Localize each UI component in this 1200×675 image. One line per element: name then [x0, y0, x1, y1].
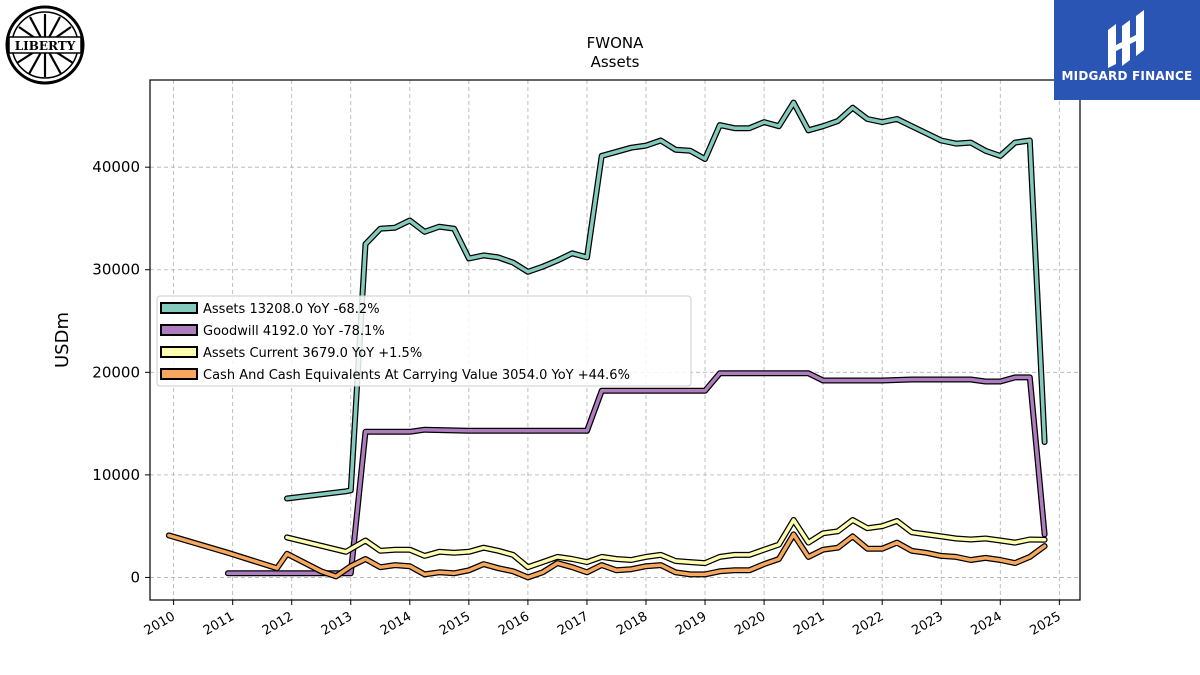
legend-item[interactable]: Assets 13208.0 YoY -68.2% — [160, 302, 380, 317]
x-tick-label: 2016 — [496, 609, 532, 639]
x-tick-label: 2011 — [201, 609, 237, 639]
series-lines — [165, 99, 1048, 581]
y-tick-label: 10000 — [92, 466, 140, 484]
x-tick-label: 2014 — [378, 609, 414, 639]
chart-title: FWONA — [587, 34, 644, 52]
midgard-finance-logo: MIDGARD FINANCE — [1054, 0, 1200, 100]
x-tick-label: 2019 — [673, 609, 709, 639]
x-tick-label: 2022 — [850, 609, 886, 639]
y-tick-label: 0 — [130, 568, 140, 586]
series-cash-and-cash-equivalents-at-carrying-value — [165, 531, 1048, 581]
series-assets — [284, 99, 1048, 502]
legend-swatch — [160, 368, 198, 380]
legend-box — [156, 295, 692, 387]
legend-label: Assets Current 3679.0 YoY +1.5% — [203, 346, 422, 361]
x-tick-label: 2024 — [968, 609, 1004, 639]
x-tick-label: 2018 — [614, 609, 650, 639]
plot-frame — [149, 79, 1081, 601]
y-tick-label: 40000 — [92, 158, 140, 176]
legend-item[interactable]: Cash And Cash Equivalents At Carrying Va… — [160, 368, 630, 383]
series-line-goodwill — [226, 371, 1047, 576]
series-line-assets — [285, 100, 1047, 501]
legend-swatch — [160, 324, 198, 336]
series-assets-current — [284, 517, 1048, 571]
legend-item[interactable]: Goodwill 4192.0 YoY -78.1% — [160, 324, 385, 339]
x-tick-label: 2025 — [1028, 609, 1064, 639]
legend-label: Assets 13208.0 YoY -68.2% — [203, 302, 380, 317]
liberty-logo-text: LIBERTY — [15, 39, 76, 53]
series-outline-assets-current — [284, 517, 1048, 571]
legend-label: Cash And Cash Equivalents At Carrying Va… — [203, 368, 630, 383]
chart-subtitle: Assets — [591, 53, 640, 71]
legend-swatch — [160, 346, 198, 358]
x-tick-label: 2020 — [732, 609, 768, 639]
series-line-assets-current — [285, 518, 1047, 569]
x-tick-label: 2015 — [437, 609, 473, 639]
x-tick-label: 2023 — [909, 609, 945, 639]
legend-label: Goodwill 4192.0 YoY -78.1% — [203, 324, 385, 339]
legend-swatch — [160, 302, 198, 314]
liberty-logo: LIBERTY — [5, 5, 85, 85]
midgard-mark-icon — [1108, 10, 1144, 68]
y-axis-label: USDm — [52, 312, 73, 368]
series-line-cash-and-cash-equivalents-at-carrying-value — [167, 532, 1047, 580]
y-tick-label: 30000 — [92, 261, 140, 279]
x-tick-label: 2013 — [319, 609, 355, 639]
legend[interactable]: Assets 13208.0 YoY -68.2% Goodwill 4192.0… — [156, 295, 692, 387]
x-tick-label: 2017 — [555, 609, 591, 639]
y-tick-label: 20000 — [92, 363, 140, 381]
series-goodwill — [224, 370, 1048, 577]
x-tick-label: 2021 — [791, 609, 827, 639]
x-tick-label: 2010 — [142, 609, 178, 639]
legend-item[interactable]: Assets Current 3679.0 YoY +1.5% — [160, 346, 422, 361]
x-tick-label: 2012 — [260, 609, 296, 639]
midgard-logo-text: MIDGARD FINANCE — [1061, 69, 1193, 83]
